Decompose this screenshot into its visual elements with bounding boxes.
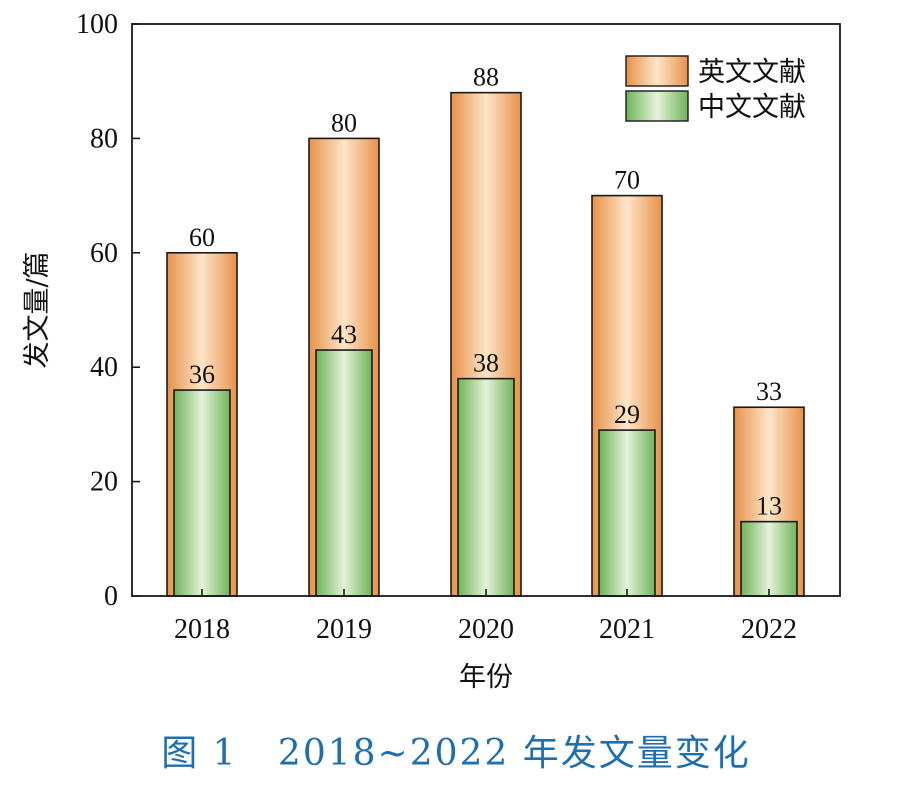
legend-label-series-1: 中文文献	[698, 92, 806, 123]
y-tick-label-40: 40	[90, 352, 118, 383]
x-tick-label-2018: 2018	[174, 614, 230, 645]
x-tick-label-2022: 2022	[741, 614, 797, 645]
bar-2022-series-1	[740, 520, 798, 597]
x-tick-label-2020: 2020	[458, 614, 514, 645]
y-axis-title: 发文量/篇	[22, 251, 53, 368]
data-label-2022-series-0: 33	[756, 377, 782, 406]
data-labels-layer: 60 80 88 70 33 36 43 38 29 13	[189, 63, 782, 521]
data-label-2019-series-0: 80	[331, 108, 357, 137]
bar-chart: 60 80 88 70 33 36 43 38 29 13 0 20 40 60 80 100 2018 201…	[22, 9, 841, 693]
bars-layer	[166, 91, 805, 597]
legend-label-series-0: 英文文献	[698, 57, 806, 88]
data-label-2018-series-1: 36	[189, 360, 215, 389]
data-label-2020-series-1: 38	[473, 349, 499, 378]
y-tick-label-100: 100	[76, 9, 118, 40]
data-label-2021-series-1: 29	[614, 400, 640, 429]
data-label-2018-series-0: 60	[189, 223, 215, 252]
x-tick-label-2019: 2019	[316, 614, 372, 645]
y-tick-label-0: 0	[104, 581, 118, 612]
data-label-2019-series-1: 43	[331, 320, 357, 349]
legend-swatch-series-0	[625, 55, 689, 87]
y-tick-label-60: 60	[90, 238, 118, 269]
legend-swatch-series-1	[625, 90, 689, 122]
chart-canvas: 60 80 88 70 33 36 43 38 29 13 0 20 40 60 80 100 2018 201…	[22, 9, 841, 693]
bar-2021-series-1	[598, 429, 656, 597]
bar-2019-series-1	[315, 349, 373, 597]
data-label-2021-series-0: 70	[614, 166, 640, 195]
y-tick-label-80: 80	[90, 123, 118, 154]
bar-2020-series-1	[457, 377, 515, 597]
axes-layer: 0 20 40 60 80 100 2018 2019 2020 2021 2022 年份 发文量/篇	[22, 9, 841, 693]
x-tick-label-2021: 2021	[599, 614, 655, 645]
figure-caption: 图 1 2018~2022 年发文量变化	[161, 733, 751, 774]
x-axis-title: 年份	[459, 662, 513, 693]
data-label-2022-series-1: 13	[756, 492, 782, 521]
bar-2018-series-1	[173, 389, 231, 597]
y-tick-label-20: 20	[90, 467, 118, 498]
data-label-2020-series-0: 88	[473, 63, 499, 92]
